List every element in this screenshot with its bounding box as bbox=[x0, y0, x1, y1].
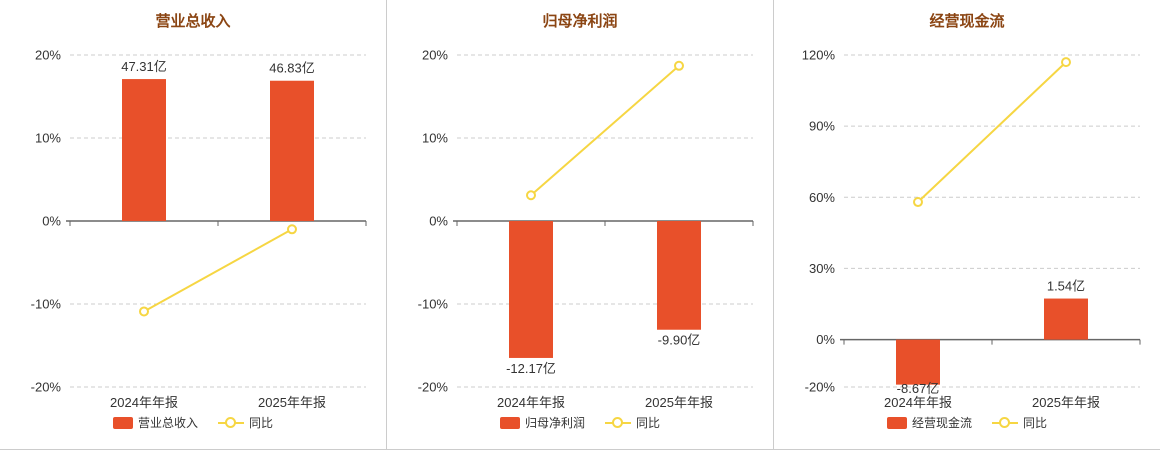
legend-item-bar: 营业总收入 bbox=[112, 414, 198, 431]
bar bbox=[1044, 298, 1088, 340]
chart-title: 营业总收入 bbox=[155, 13, 231, 30]
yoy-point bbox=[526, 190, 536, 201]
line-marker-icon bbox=[605, 416, 631, 429]
yoy-point bbox=[674, 60, 684, 71]
bar-value-label: -8.67亿 bbox=[897, 381, 940, 396]
y-tick-label: 90% bbox=[809, 119, 835, 134]
chart-title: 经营现金流 bbox=[929, 13, 1005, 30]
chart-legend: 归母净利润 同比 bbox=[499, 414, 660, 431]
y-tick-label: -10% bbox=[31, 297, 62, 312]
yoy-point bbox=[913, 197, 923, 208]
legend-item-line: 同比 bbox=[992, 414, 1047, 431]
bar-value-label: 46.83亿 bbox=[269, 61, 315, 76]
y-tick-label: 0% bbox=[429, 214, 448, 229]
yoy-line bbox=[143, 228, 293, 313]
chart-title: 归母净利润 bbox=[542, 13, 618, 30]
y-tick-label: 0% bbox=[42, 214, 61, 229]
bar-value-label: 47.31亿 bbox=[121, 59, 167, 74]
bar-swatch-icon bbox=[886, 416, 907, 429]
panel-total-revenue: 营业总收入 -20% -10% 0% 10% 20% 47.31亿 2024年年报 46.83… bbox=[0, 0, 387, 449]
legend-label: 归母净利润 bbox=[524, 416, 585, 430]
y-tick-label: 60% bbox=[809, 190, 835, 205]
bar bbox=[122, 79, 166, 221]
bar bbox=[657, 221, 701, 330]
legend-label: 同比 bbox=[249, 416, 274, 430]
yoy-point bbox=[287, 224, 297, 235]
y-tick-label: 10% bbox=[422, 131, 448, 146]
bar-swatch-icon bbox=[112, 416, 133, 429]
legend-item-line: 同比 bbox=[218, 414, 273, 431]
yoy-point bbox=[1061, 57, 1071, 68]
legend-item-line: 同比 bbox=[605, 414, 660, 431]
y-tick-label: 120% bbox=[802, 48, 836, 63]
line-marker-icon bbox=[218, 416, 244, 429]
yoy-point bbox=[139, 306, 149, 317]
x-category-label: 2024年年报 bbox=[497, 395, 565, 410]
panel-operating-cashflow: 经营现金流 -20% 0% 30% 60% 90% 120% -8.67亿 2024年年报 1.… bbox=[774, 0, 1160, 449]
legend-label: 营业总收入 bbox=[137, 416, 198, 430]
line-marker-icon bbox=[992, 416, 1018, 429]
y-tick-label: -20% bbox=[418, 380, 449, 395]
y-tick-label: -20% bbox=[31, 380, 62, 395]
yoy-line bbox=[917, 61, 1067, 203]
x-category-label: 2024年年报 bbox=[110, 395, 178, 410]
chart-legend: 营业总收入 同比 bbox=[112, 414, 273, 431]
net-profit-chart: -20% -10% 0% 10% 20% -12.17亿 2024年年报 -9.90亿 2025… bbox=[418, 48, 754, 410]
yoy-line bbox=[530, 65, 680, 197]
bar bbox=[270, 80, 314, 221]
x-category-label: 2024年年报 bbox=[884, 395, 952, 410]
x-category-label: 2025年年报 bbox=[1032, 395, 1100, 410]
bar-value-label: -12.17亿 bbox=[506, 361, 556, 376]
x-category-label: 2025年年报 bbox=[258, 395, 326, 410]
x-category-label: 2025年年报 bbox=[645, 395, 713, 410]
total-revenue-chart: -20% -10% 0% 10% 20% 47.31亿 2024年年报 46.83亿 2025年… bbox=[31, 48, 367, 410]
y-tick-label: 10% bbox=[35, 131, 61, 146]
bar bbox=[896, 339, 940, 385]
bar bbox=[509, 221, 553, 358]
bar-swatch-icon bbox=[499, 416, 520, 429]
legend-item-bar: 经营现金流 bbox=[886, 414, 972, 431]
bar-value-label: 1.54亿 bbox=[1047, 279, 1085, 294]
legend-item-bar: 归母净利润 bbox=[499, 414, 585, 431]
y-tick-label: 0% bbox=[816, 332, 835, 347]
y-tick-label: 20% bbox=[35, 48, 61, 63]
y-tick-label: 30% bbox=[809, 261, 835, 276]
panel-net-profit: 归母净利润 -20% -10% 0% 10% 20% -12.17亿 2024年年报 -9.9… bbox=[387, 0, 774, 449]
y-tick-label: -10% bbox=[418, 297, 449, 312]
y-tick-label: -20% bbox=[805, 380, 836, 395]
legend-label: 同比 bbox=[1023, 416, 1048, 430]
legend-label: 经营现金流 bbox=[911, 416, 972, 430]
chart-legend: 经营现金流 同比 bbox=[886, 414, 1047, 431]
bar-value-label: -9.90亿 bbox=[658, 333, 701, 348]
legend-label: 同比 bbox=[636, 416, 661, 430]
y-tick-label: 20% bbox=[422, 48, 448, 63]
